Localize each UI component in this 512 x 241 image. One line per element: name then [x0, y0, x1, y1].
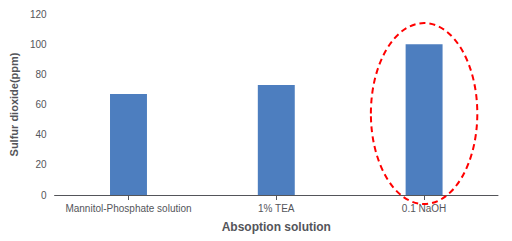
svg-text:60: 60 — [35, 99, 47, 110]
svg-text:Absoption solution: Absoption solution — [222, 220, 331, 234]
svg-text:100: 100 — [30, 39, 47, 50]
svg-text:40: 40 — [35, 129, 47, 140]
svg-text:80: 80 — [35, 69, 47, 80]
svg-text:120: 120 — [30, 9, 47, 20]
svg-text:Sulfur dioxide(ppm): Sulfur dioxide(ppm) — [8, 52, 20, 156]
svg-text:20: 20 — [35, 159, 47, 170]
svg-text:1% TEA: 1% TEA — [258, 203, 295, 214]
svg-text:0: 0 — [41, 190, 47, 201]
svg-text:0.1 NaOH: 0.1 NaOH — [401, 202, 447, 214]
svg-text:Mannitol-Phosphate solution: Mannitol-Phosphate solution — [65, 203, 191, 214]
